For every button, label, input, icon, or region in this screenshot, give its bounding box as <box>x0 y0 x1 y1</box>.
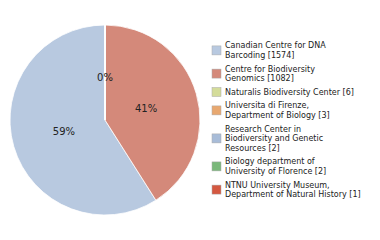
legend-label: Universita di Firenze,Department of Biol… <box>225 101 330 120</box>
legend-label-line: University of Florence [2] <box>225 167 326 176</box>
legend-swatch <box>212 88 221 97</box>
legend-item: Biology department ofUniversity of Flore… <box>212 157 326 176</box>
legend-label-line: Naturalis Biodiversity Center [6] <box>225 88 354 97</box>
legend-label-line: NTNU University Museum, <box>225 181 330 190</box>
legend-item: Research Center inBiodiversity and Genet… <box>212 125 323 153</box>
legend-label-line: Barcoding [1574] <box>225 51 294 60</box>
legend-label-line: Department of Natural History [1] <box>225 190 361 199</box>
legend-label-line: Biodiversity and Genetic <box>225 134 323 143</box>
legend-label: Centre for BiodiversityGenomics [1082] <box>225 65 315 84</box>
data-labels: 59% 41% 0% <box>53 72 157 138</box>
legend-item: Centre for BiodiversityGenomics [1082] <box>212 65 315 84</box>
pie <box>10 25 200 215</box>
legend-item: Universita di Firenze,Department of Biol… <box>212 101 330 120</box>
legend-swatch <box>212 69 221 78</box>
legend-label-line: Department of Biology [3] <box>225 111 330 120</box>
data-label: 0% <box>97 72 113 83</box>
legend-label-line: Resources [2] <box>225 144 280 153</box>
legend-label-line: Canadian Centre for DNA <box>225 41 326 50</box>
legend-swatch <box>212 162 221 171</box>
legend-swatch <box>212 185 221 194</box>
legend-item: Canadian Centre for DNABarcoding [1574] <box>212 41 326 60</box>
data-label: 41% <box>135 103 157 114</box>
legend: Canadian Centre for DNABarcoding [1574]C… <box>212 41 361 199</box>
legend-label-line: Biology department of <box>225 157 315 166</box>
pie-slice <box>105 25 200 200</box>
legend-label: Naturalis Biodiversity Center [6] <box>225 88 354 97</box>
legend-swatch <box>212 46 221 55</box>
legend-label-line: Centre for Biodiversity <box>225 65 315 74</box>
legend-label-line: Genomics [1082] <box>225 74 294 83</box>
legend-label: NTNU University Museum,Department of Nat… <box>225 181 361 200</box>
legend-label-line: Research Center in <box>225 125 301 134</box>
legend-label-line: Universita di Firenze, <box>225 101 309 110</box>
legend-swatch <box>212 106 221 115</box>
legend-label: Canadian Centre for DNABarcoding [1574] <box>225 41 326 60</box>
legend-label: Research Center inBiodiversity and Genet… <box>225 125 323 153</box>
legend-item: NTNU University Museum,Department of Nat… <box>212 181 361 200</box>
legend-item: Naturalis Biodiversity Center [6] <box>212 88 354 97</box>
legend-label: Biology department ofUniversity of Flore… <box>225 157 326 176</box>
chart: 59% 41% 0% Canadian Centre for DNABarcoding… <box>0 0 380 240</box>
legend-swatch <box>212 134 221 143</box>
data-label: 59% <box>53 126 75 137</box>
